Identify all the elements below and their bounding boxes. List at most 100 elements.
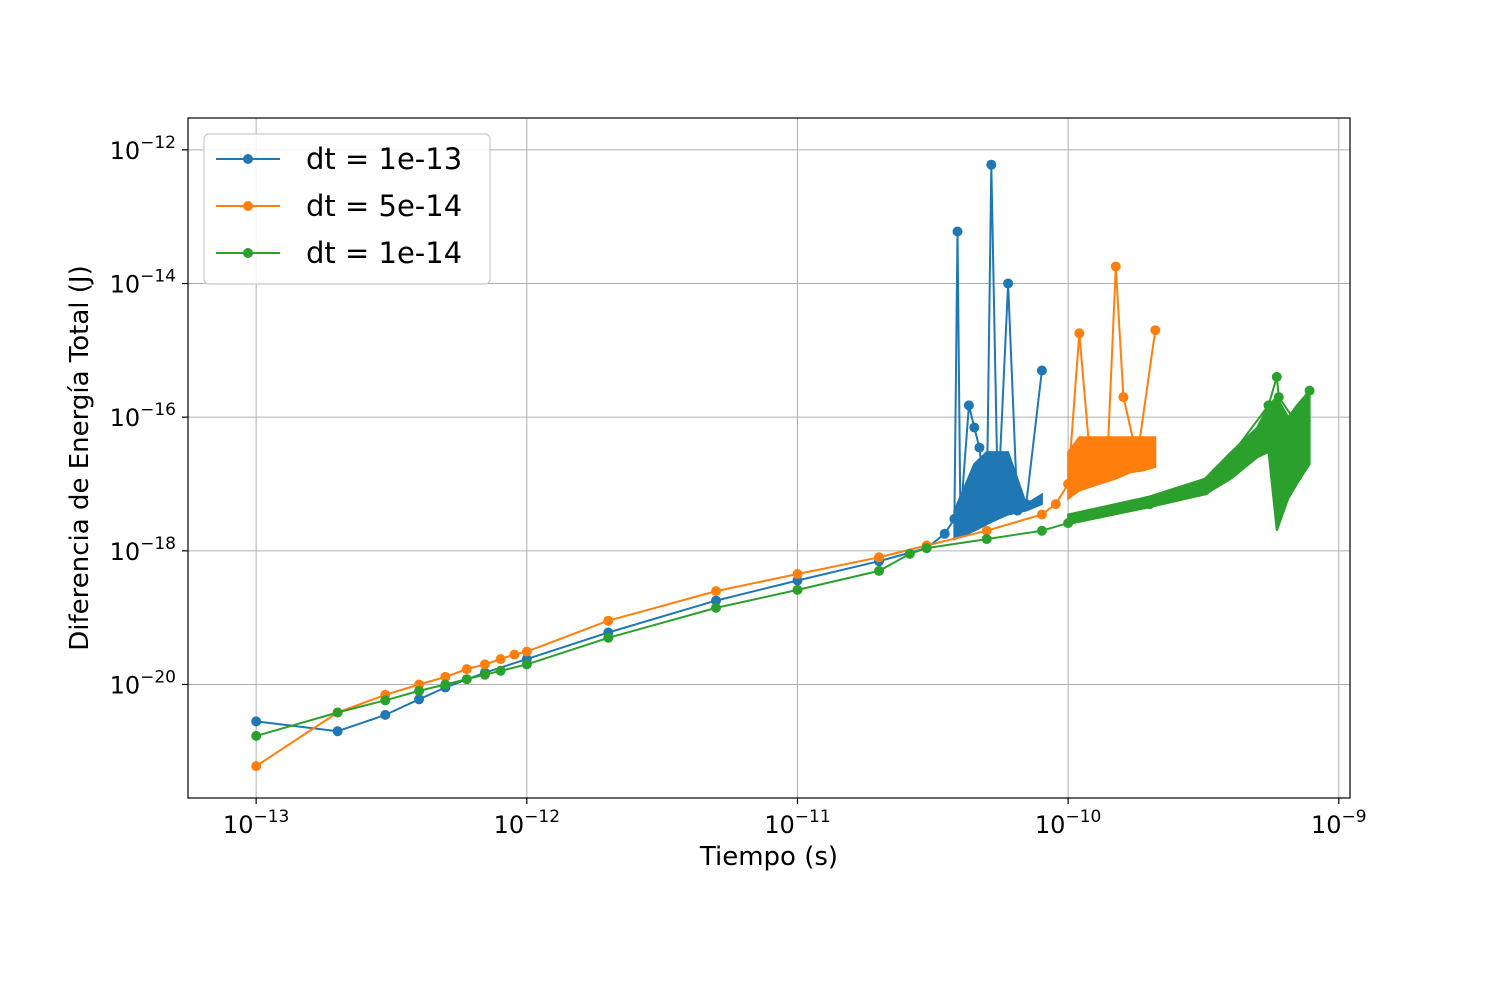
x-axis-label: Tiempo (s) <box>699 842 838 872</box>
data-point <box>986 159 997 170</box>
data-point <box>509 649 520 660</box>
data-point <box>711 602 721 613</box>
y-tick-exponent: −18 <box>140 534 176 554</box>
legend-label: dt = 5e-14 <box>306 189 462 223</box>
data-point <box>874 565 884 576</box>
data-point <box>711 586 721 597</box>
x-tick-exponent: −9 <box>1342 807 1367 827</box>
data-point <box>380 695 391 706</box>
legend-box <box>203 133 491 285</box>
y-tick-base: 10 <box>110 137 141 165</box>
x-tick-base: 10 <box>1035 811 1066 839</box>
data-point <box>1063 479 1074 489</box>
data-point <box>1273 392 1284 403</box>
data-point <box>495 665 506 676</box>
x-tick-base: 10 <box>223 811 254 839</box>
data-point <box>1021 499 1032 510</box>
y-tick-base: 10 <box>110 404 141 432</box>
data-point <box>1084 447 1095 458</box>
data-point <box>1036 365 1047 376</box>
x-tick-label: 10−13 <box>223 807 289 839</box>
series-lines <box>251 159 1315 772</box>
data-point <box>1074 328 1085 339</box>
data-point <box>939 528 950 539</box>
x-tick-base: 10 <box>1311 811 1342 839</box>
x-axis: 10−13 10−12 10−11 10−10 10−9 <box>223 798 1367 839</box>
data-point <box>603 615 614 626</box>
x-tick-exponent: −10 <box>1065 807 1101 827</box>
data-point <box>1102 447 1113 458</box>
y-tick-exponent: −16 <box>140 400 176 420</box>
data-point <box>479 669 490 680</box>
data-point <box>1150 325 1161 336</box>
data-point <box>711 595 721 606</box>
y-tick-label: 10−16 <box>110 400 176 432</box>
data-point <box>1132 452 1143 463</box>
y-tick-base: 10 <box>110 271 141 299</box>
legend-item: dt = 1e-14 <box>216 236 462 270</box>
data-point <box>981 505 992 516</box>
y-tick-label: 10−14 <box>110 267 176 299</box>
data-point <box>521 646 532 657</box>
series-3 <box>251 371 1315 741</box>
data-point <box>521 659 532 670</box>
data-point <box>380 709 391 720</box>
data-point <box>332 726 343 737</box>
y-tick-exponent: −20 <box>140 667 176 687</box>
data-point <box>955 513 966 524</box>
x-tick-exponent: −11 <box>795 807 831 827</box>
x-tick-label: 10−11 <box>764 807 830 839</box>
legend-item: dt = 1e-13 <box>216 142 462 176</box>
data-point <box>603 632 614 643</box>
data-point <box>981 534 992 545</box>
x-tick-exponent: −13 <box>253 807 289 827</box>
data-point <box>1110 261 1121 272</box>
data-point <box>992 499 1003 510</box>
legend-marker <box>243 248 253 258</box>
data-point <box>461 664 472 675</box>
data-point <box>981 525 992 536</box>
series-line <box>256 163 1043 733</box>
data-point <box>1118 392 1129 403</box>
data-point <box>792 584 803 595</box>
data-point <box>1036 509 1047 520</box>
legend-label: dt = 1e-13 <box>306 142 462 176</box>
y-tick-base: 10 <box>110 671 141 699</box>
y-tick-label: 10−20 <box>110 667 176 699</box>
data-point <box>414 685 425 696</box>
legend-label: dt = 1e-14 <box>306 236 462 270</box>
plot-area-frame <box>187 117 1351 799</box>
data-point <box>1036 525 1047 536</box>
legend-marker <box>243 154 253 164</box>
data-point <box>440 671 451 682</box>
y-tick-label: 10−12 <box>110 133 176 165</box>
data-point <box>495 654 506 665</box>
data-point <box>1199 485 1210 496</box>
data-point <box>1144 499 1155 510</box>
legend-item: dt = 5e-14 <box>216 189 462 223</box>
data-point <box>963 400 974 411</box>
data-point <box>952 226 963 237</box>
data-point <box>921 543 932 554</box>
data-point <box>414 694 425 705</box>
data-point <box>1003 278 1014 289</box>
y-tick-exponent: −14 <box>140 267 176 287</box>
y-tick-base: 10 <box>110 538 141 566</box>
data-point <box>974 442 985 453</box>
data-point <box>1063 518 1074 529</box>
data-point <box>1012 505 1023 516</box>
x-tick-label: 10−10 <box>1035 807 1101 839</box>
data-point <box>904 548 915 559</box>
legend-marker <box>243 201 253 211</box>
data-point <box>1304 385 1315 396</box>
x-tick-base: 10 <box>494 811 525 839</box>
data-point <box>1263 400 1274 411</box>
x-tick-base: 10 <box>764 811 795 839</box>
legend: dt = 1e-13 dt = 5e-14 dt = 1e-14 <box>203 133 491 285</box>
x-tick-label: 10−9 <box>1311 807 1367 839</box>
data-point <box>1050 499 1061 510</box>
y-axis-label: Diferencia de Energía Total (J) <box>65 265 95 650</box>
data-point <box>1271 371 1282 382</box>
